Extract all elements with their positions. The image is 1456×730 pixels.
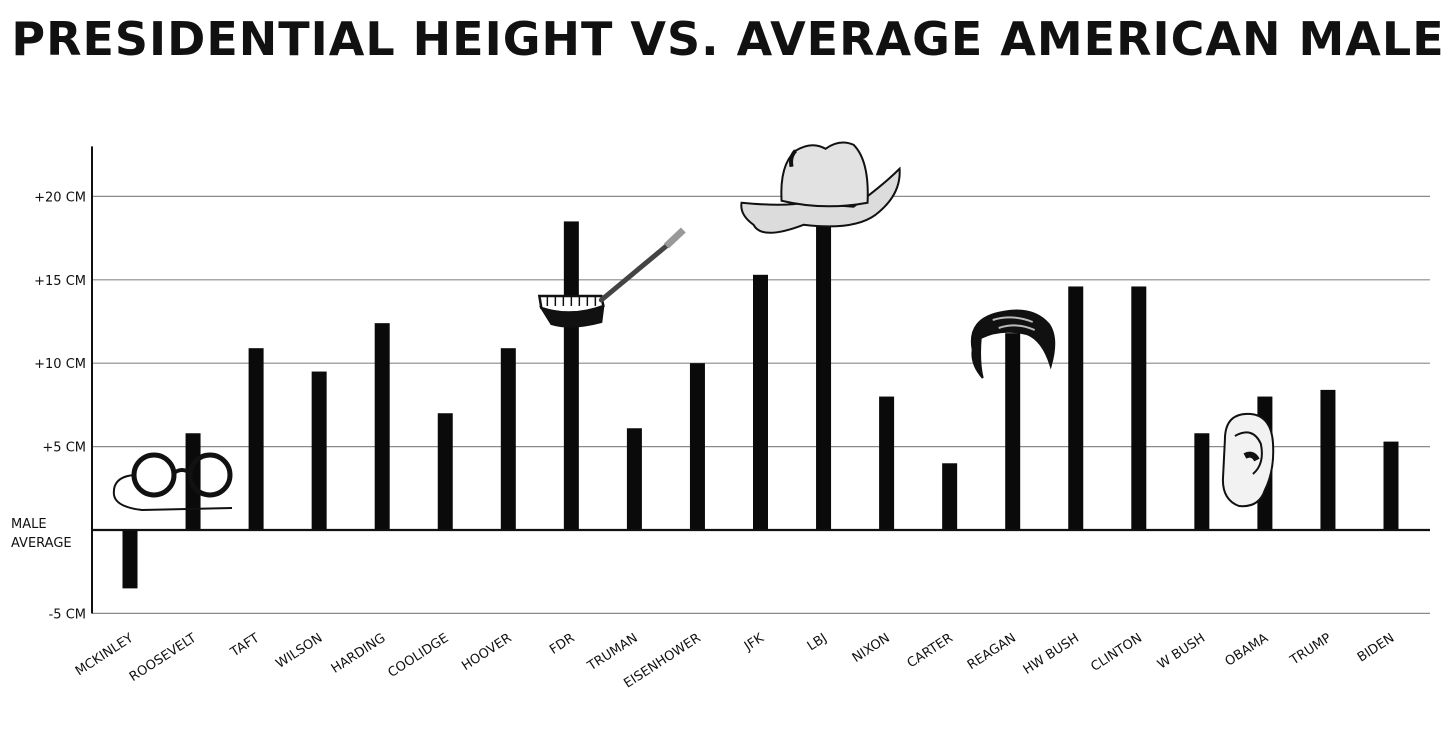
bar-wilson xyxy=(311,371,327,530)
x-tick-label: CLINTON xyxy=(1088,631,1145,675)
y-tick-label: +20 CM xyxy=(34,190,86,205)
bar-reagan xyxy=(1005,333,1021,530)
pompadour-hair-icon xyxy=(970,309,1056,379)
bar-trump xyxy=(1320,389,1336,530)
ear-icon xyxy=(1221,412,1275,508)
cigarette-holder-smile-icon xyxy=(537,227,686,328)
bar-nixon xyxy=(879,396,895,530)
x-tick-label: TRUMAN xyxy=(584,631,640,675)
bar-biden xyxy=(1383,441,1399,530)
y-tick-label: +5 CM xyxy=(42,441,86,456)
x-tick-label: WILSON xyxy=(273,631,325,672)
bar-coolidge xyxy=(437,413,453,530)
bar-mckinley xyxy=(122,530,138,589)
bars xyxy=(122,221,1399,589)
x-tick-label: COOLIDGE xyxy=(385,631,451,681)
bar-lbj xyxy=(816,224,832,531)
y-tick-label: +15 CM xyxy=(34,274,86,289)
x-tick-label: JFK xyxy=(741,631,767,655)
bar-w-bush xyxy=(1194,433,1210,530)
bar-hw-bush xyxy=(1068,286,1084,530)
x-tick-label: HARDING xyxy=(329,631,389,677)
x-tick-label: BIDEN xyxy=(1355,631,1397,666)
bar-clinton xyxy=(1131,286,1147,530)
y-tick-label: -5 CM xyxy=(49,607,86,622)
y-tick-label: +10 CM xyxy=(34,357,86,372)
bar-jfk xyxy=(753,274,768,530)
bar-eisenhower xyxy=(689,363,705,530)
baseline-label-line1: MALE xyxy=(11,517,47,532)
x-tick-label: REAGAN xyxy=(965,631,1019,673)
bar-truman xyxy=(626,428,642,530)
x-tick-label: ROOSEVELT xyxy=(127,631,199,685)
x-tick-label: TAFT xyxy=(227,631,262,661)
decorations xyxy=(112,141,1275,512)
chart-title: PRESIDENTIAL HEIGHT VS. AVERAGE AMERICAN… xyxy=(11,12,1445,66)
x-tick-label: FDR xyxy=(547,631,577,658)
y-tick-labels: +20 CM +15 CM +10 CM +5 CM -5 CM xyxy=(34,190,86,622)
bar-hoover xyxy=(500,348,516,530)
pince-nez-glasses-icon xyxy=(112,452,233,512)
x-tick-label: TRUMP xyxy=(1287,631,1334,669)
axes xyxy=(91,146,1430,614)
x-tick-label: NIXON xyxy=(850,631,893,666)
bar-taft xyxy=(248,348,264,530)
bar-harding xyxy=(374,323,390,530)
cowboy-hat-icon xyxy=(740,141,901,234)
bar-carter xyxy=(942,463,958,530)
x-tick-label: CARTER xyxy=(905,631,956,671)
x-tick-label: LBJ xyxy=(805,631,830,654)
baseline-label-line2: AVERAGE xyxy=(11,536,72,551)
x-tick-label: HOOVER xyxy=(459,631,514,674)
x-tick-label: HW BUSH xyxy=(1021,631,1082,678)
bar-fdr xyxy=(563,221,579,531)
x-tick-label: OBAMA xyxy=(1223,631,1272,670)
x-tick-label: W BUSH xyxy=(1155,631,1208,673)
